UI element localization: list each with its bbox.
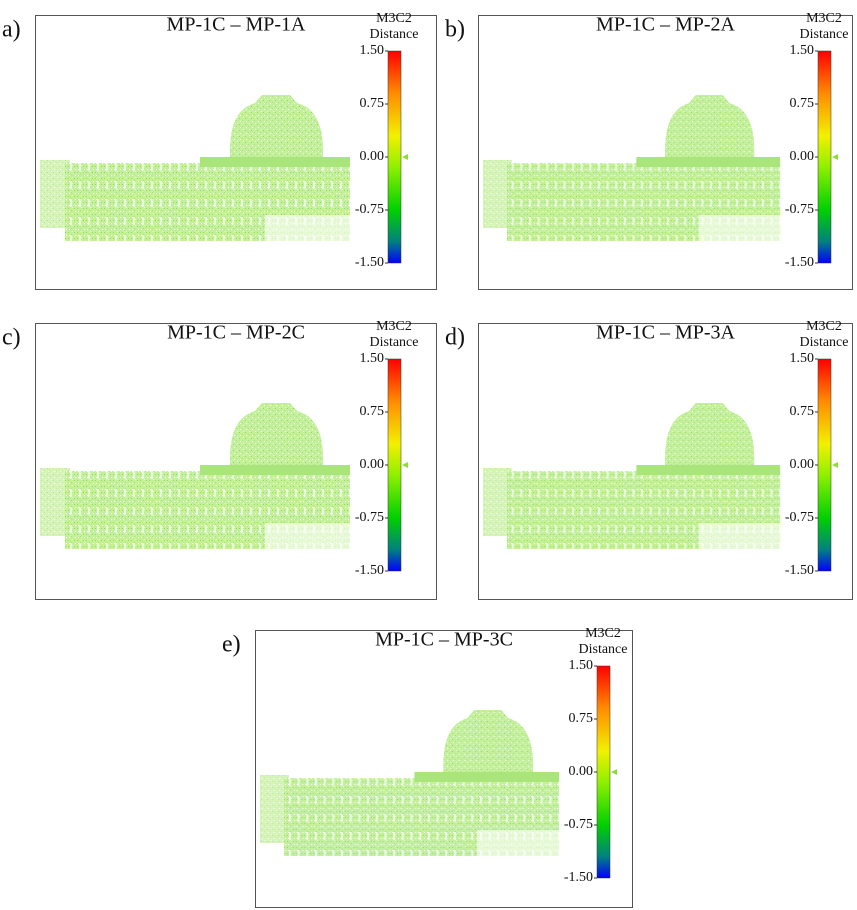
colorbar xyxy=(597,666,610,878)
cloud-cornice xyxy=(200,465,350,475)
colorbar-tick-label: -1.50 xyxy=(355,563,384,578)
cloud-annex xyxy=(265,215,350,243)
colorbar-tick-label: 0.75 xyxy=(360,96,385,111)
panel-label: e) xyxy=(222,632,241,658)
panel-title: MP-1C – MP-2A xyxy=(596,14,735,36)
panel-title: MP-1C – MP-2C xyxy=(167,322,305,344)
colorbar-tick-label: 0.00 xyxy=(360,457,385,472)
cloud-cornice xyxy=(200,157,350,167)
colorbar-tick-label: -1.50 xyxy=(785,255,814,270)
colorbar-title: M3C2 xyxy=(806,11,842,26)
colorbar-tick-label: 0.75 xyxy=(569,711,594,726)
colorbar-title: Distance xyxy=(800,27,849,42)
cloud-annex xyxy=(265,523,350,551)
colorbar-tick-label: 0.75 xyxy=(360,404,385,419)
panel-label: a) xyxy=(2,17,21,43)
cloud-cornice xyxy=(636,157,780,167)
panel-title: MP-1C – MP-1A xyxy=(167,14,306,36)
colorbar-tick-label: -0.75 xyxy=(355,510,384,525)
colorbar-title: Distance xyxy=(579,642,628,657)
colorbar-title: Distance xyxy=(800,335,849,350)
panel-title: MP-1C – MP-3C xyxy=(375,629,513,651)
colorbar-tick-label: 0.00 xyxy=(360,149,385,164)
colorbar-tick-label: 1.50 xyxy=(360,43,385,58)
colorbar-title: M3C2 xyxy=(585,626,621,641)
colorbar-tick-label: 1.50 xyxy=(790,351,815,366)
panel-title: MP-1C – MP-3A xyxy=(596,322,735,344)
cloud-annex xyxy=(477,830,559,858)
colorbar-tick-label: -0.75 xyxy=(355,202,384,217)
colorbar-tick-label: 0.75 xyxy=(790,404,815,419)
colorbar-tick-label: -1.50 xyxy=(564,870,593,885)
colorbar xyxy=(818,51,831,263)
colorbar xyxy=(388,51,401,263)
colorbar-tick-label: -0.75 xyxy=(785,510,814,525)
colorbar-tick-label: 1.50 xyxy=(360,351,385,366)
cloud-cornice xyxy=(636,465,780,475)
panel-label: c) xyxy=(2,325,21,351)
panel-label: d) xyxy=(445,325,465,351)
colorbar-tick-label: -1.50 xyxy=(355,255,384,270)
colorbar-tick-label: -1.50 xyxy=(785,563,814,578)
panel-label: b) xyxy=(445,17,465,43)
colorbar xyxy=(388,359,401,571)
colorbar-tick-label: 1.50 xyxy=(790,43,815,58)
colorbar-title: Distance xyxy=(370,335,419,350)
colorbar-tick-label: 0.00 xyxy=(569,764,594,779)
figure: MP-1C – MP-1AM3C2Distance1.500.750.00-0.… xyxy=(0,0,857,910)
colorbar xyxy=(818,359,831,571)
colorbar-title: M3C2 xyxy=(376,319,412,334)
colorbar-tick-label: 0.75 xyxy=(790,96,815,111)
colorbar-tick-label: -0.75 xyxy=(785,202,814,217)
cloud-annex xyxy=(699,215,780,243)
colorbar-tick-label: 1.50 xyxy=(569,658,594,673)
colorbar-tick-label: 0.00 xyxy=(790,457,815,472)
colorbar-title: M3C2 xyxy=(806,319,842,334)
cloud-cornice xyxy=(414,772,559,782)
colorbar-tick-label: 0.00 xyxy=(790,149,815,164)
cloud-annex xyxy=(699,523,780,551)
colorbar-tick-label: -0.75 xyxy=(564,817,593,832)
colorbar-title: Distance xyxy=(370,27,419,42)
colorbar-title: M3C2 xyxy=(376,11,412,26)
